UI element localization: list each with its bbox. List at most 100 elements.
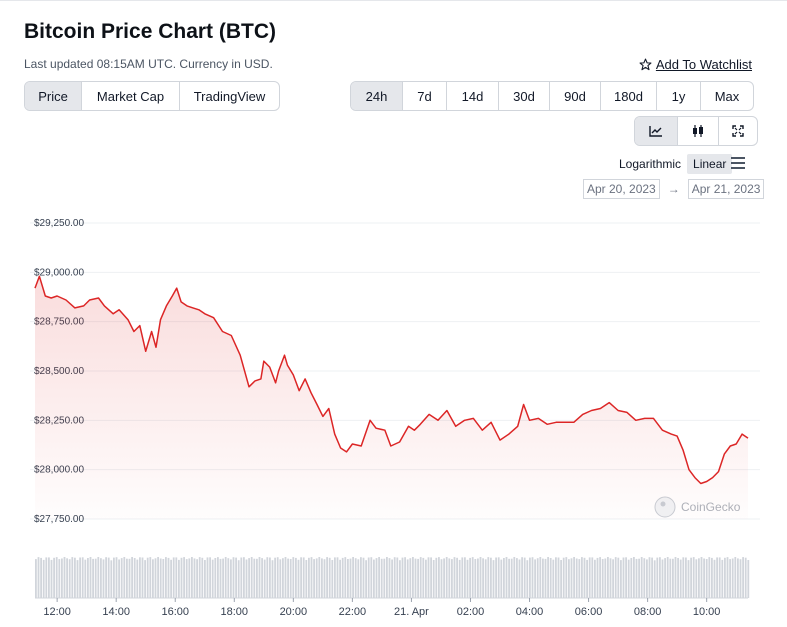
- volume-bar: [435, 557, 438, 598]
- volume-bar: [492, 560, 495, 598]
- volume-bar: [648, 557, 651, 598]
- range-24h[interactable]: 24h: [351, 82, 402, 110]
- x-tick-label: 02:00: [457, 606, 485, 618]
- volume-bar: [669, 558, 672, 598]
- volume-bar: [227, 558, 230, 598]
- volume-bar: [640, 557, 643, 598]
- volume-bar: [180, 557, 183, 598]
- volume-bar: [510, 558, 513, 598]
- volume-bar: [328, 557, 331, 598]
- volume-bar: [344, 557, 347, 598]
- volume-bar: [63, 557, 66, 598]
- volume-bar: [253, 558, 256, 598]
- volume-bar: [700, 557, 703, 598]
- volume-bar: [373, 559, 375, 598]
- volume-bar: [118, 559, 120, 598]
- volume-bar: [349, 558, 352, 598]
- x-tick-label: 12:00: [43, 606, 71, 618]
- volume-bar: [461, 557, 464, 598]
- range-180d[interactable]: 180d: [600, 82, 656, 110]
- line-chart-button[interactable]: [635, 117, 677, 145]
- volume-bar: [201, 557, 204, 598]
- volume-bar: [165, 557, 167, 598]
- x-tick-label: 06:00: [575, 606, 603, 618]
- volume-bar: [414, 558, 417, 598]
- scale-linear[interactable]: Linear: [687, 154, 733, 174]
- volume-bar: [152, 559, 154, 598]
- volume-bar: [128, 558, 131, 598]
- x-tick-label: 10:00: [693, 606, 721, 618]
- volume-bar: [661, 559, 664, 598]
- date-from-input[interactable]: Apr 20, 2023: [583, 179, 660, 199]
- volume-bar: [695, 559, 698, 598]
- volume-bar: [204, 560, 206, 598]
- volume-bar: [547, 557, 549, 598]
- volume-bar: [674, 557, 677, 598]
- tab-market-cap[interactable]: Market Cap: [81, 82, 179, 110]
- tab-tradingview[interactable]: TradingView: [179, 82, 279, 110]
- menu-icon[interactable]: [731, 157, 745, 169]
- volume-bar: [375, 558, 378, 598]
- volume-bar: [172, 557, 175, 598]
- volume-bar: [503, 558, 505, 598]
- scale-logarithmic[interactable]: Logarithmic: [619, 157, 682, 171]
- volume-bar: [230, 559, 232, 598]
- tab-price[interactable]: Price: [25, 82, 81, 110]
- volume-bar: [136, 559, 139, 598]
- volume-bar: [391, 559, 393, 598]
- volume-bar: [427, 557, 430, 598]
- volume-bar: [271, 560, 274, 598]
- volume-bar: [198, 557, 201, 598]
- range-90d[interactable]: 90d: [549, 82, 600, 110]
- volume-bar: [453, 557, 456, 598]
- volume-bar: [141, 557, 144, 598]
- candlestick-button[interactable]: [677, 117, 718, 145]
- volume-bar: [183, 557, 185, 598]
- volume-bar: [357, 559, 360, 598]
- volume-bar: [698, 558, 700, 598]
- volume-bar: [42, 559, 45, 598]
- volume-bar: [245, 559, 248, 598]
- x-tick-label: 14:00: [102, 606, 130, 618]
- volume-bar: [399, 560, 401, 598]
- volume-bar: [531, 557, 534, 598]
- price-chart[interactable]: $29,250.00$29,000.00$28,750.00$28,500.00…: [0, 195, 787, 627]
- date-to-input[interactable]: Apr 21, 2023: [687, 179, 765, 199]
- range-1y[interactable]: 1y: [656, 82, 700, 110]
- fullscreen-button[interactable]: [718, 117, 757, 145]
- x-tick-label: 18:00: [221, 606, 249, 618]
- volume-bar: [120, 558, 123, 598]
- add-to-watchlist-link[interactable]: Add To Watchlist: [639, 57, 752, 72]
- volume-bar: [193, 558, 196, 598]
- volume-bar: [539, 557, 542, 598]
- volume-bar: [729, 559, 731, 598]
- volume-bar: [724, 557, 726, 598]
- volume-bar: [744, 557, 747, 598]
- volume-bar: [167, 557, 170, 598]
- range-max[interactable]: Max: [700, 82, 753, 110]
- line-chart-icon: [649, 126, 662, 137]
- volume-bar: [269, 557, 271, 598]
- volume-bar: [336, 557, 339, 598]
- volume-bar: [573, 557, 575, 598]
- volume-bar: [393, 557, 396, 598]
- volume-bar: [76, 560, 79, 598]
- volume-bar: [656, 557, 659, 598]
- range-30d[interactable]: 30d: [498, 82, 549, 110]
- volume-bar: [583, 557, 586, 598]
- volume-bar: [422, 557, 425, 598]
- range-14d[interactable]: 14d: [446, 82, 498, 110]
- volume-bar: [534, 559, 536, 598]
- volume-bar: [139, 557, 141, 598]
- volume-bar: [575, 558, 578, 598]
- volume-bar: [256, 558, 258, 598]
- volume-bar: [276, 557, 279, 598]
- volume-bar: [235, 557, 237, 598]
- volume-bar: [133, 558, 136, 598]
- volume-bar: [523, 557, 526, 598]
- volume-bar: [419, 557, 422, 598]
- range-7d[interactable]: 7d: [402, 82, 446, 110]
- volume-bar: [529, 557, 531, 598]
- volume-bar: [37, 557, 40, 598]
- price-area: [35, 276, 748, 519]
